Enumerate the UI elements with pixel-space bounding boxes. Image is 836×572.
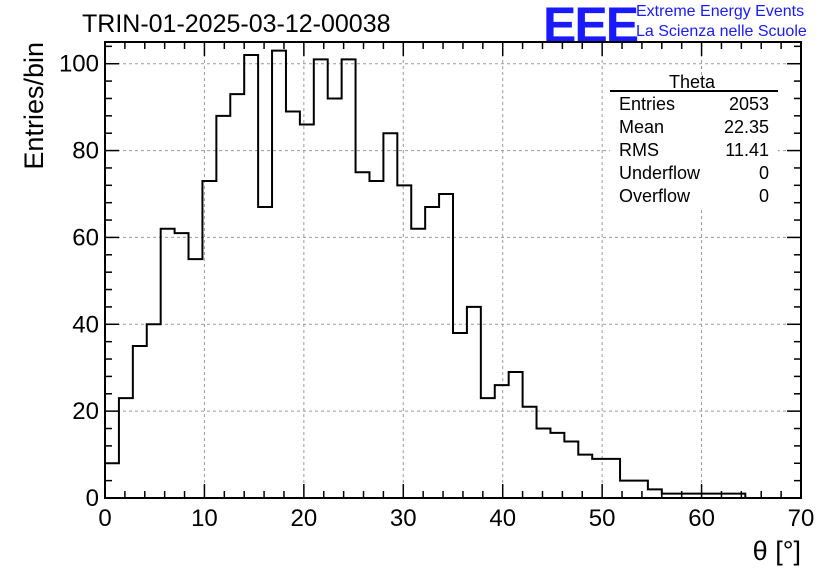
stats-box-title: Theta	[669, 72, 716, 92]
stats-value: 11.41	[725, 140, 769, 160]
y-tick-label: 40	[72, 311, 99, 338]
stats-box-background	[610, 76, 778, 210]
stats-value: 0	[759, 186, 769, 206]
stats-value: 22.35	[724, 117, 769, 137]
y-tick-label: 80	[72, 138, 99, 165]
grid-lines	[105, 42, 801, 498]
stats-value: 2053	[729, 94, 769, 114]
y-tick-label: 0	[86, 485, 99, 512]
x-tick-label: 20	[291, 505, 318, 532]
plot-frame	[104, 41, 802, 499]
stats-label: Entries	[619, 94, 675, 114]
stats-rows: Entries 2053 Mean 22.35 RMS 11.41 Underflow 0 Ov…	[619, 94, 769, 206]
histogram-step-line	[104, 49, 801, 499]
y-tick-label: 60	[72, 224, 99, 251]
logo-line-1: Extreme Energy Events	[636, 3, 805, 20]
stats-label: Mean	[619, 117, 664, 137]
page-title: TRIN-01-2025-03-12-00038	[82, 10, 391, 38]
x-tick-label: 0	[98, 505, 111, 532]
x-tick-label: 40	[489, 505, 516, 532]
stats-box: Theta Entries 2053 Mean 22.35 RMS 11.41 Underf…	[610, 72, 778, 210]
y-tick-label: 20	[72, 398, 99, 425]
y-axis-label: Entries/bin	[19, 42, 49, 170]
x-tick-label: 50	[589, 505, 616, 532]
stats-value: 0	[759, 163, 769, 183]
stats-label: RMS	[619, 140, 659, 160]
stats-label: Overflow	[619, 186, 691, 206]
x-tick-label: 60	[688, 505, 715, 532]
axis-ticks	[104, 42, 802, 499]
y-tick-label: 100	[59, 51, 99, 78]
x-tick-label: 30	[390, 505, 417, 532]
stats-label: Underflow	[619, 163, 701, 183]
axis-tick-labels: 0 10 20 30 40 50 60 70 0 20 40 60 80 100	[59, 51, 814, 532]
logo-line-2: La Scienza nelle Scuole	[636, 23, 807, 40]
x-tick-label: 10	[191, 505, 218, 532]
x-tick-label: 70	[788, 505, 815, 532]
x-axis-label: θ [°]	[753, 536, 801, 566]
